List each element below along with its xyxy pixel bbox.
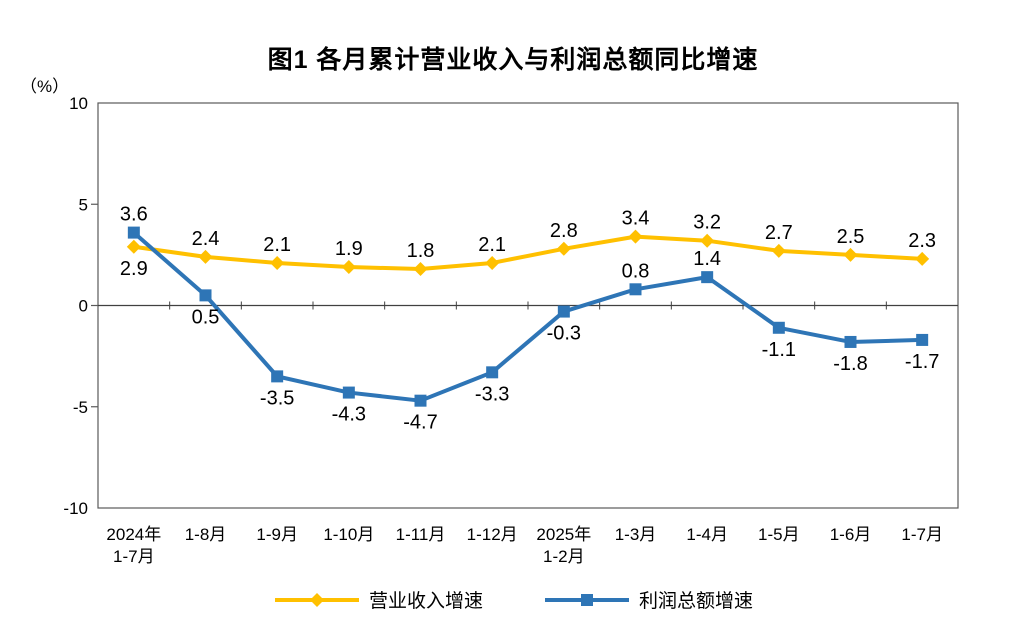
data-label: 1.4 — [693, 248, 721, 270]
chart-legend: 营业收入增速 利润总额增速 — [0, 586, 1026, 613]
profit-growth-series: 3.6 0.5 -3.5 -4.3 -4.7 -3.3 -0.3 0.8 1.4 -1.1 -1.8… — [120, 204, 939, 434]
revenue-growth-marker — [485, 255, 500, 270]
data-label: 2.1 — [263, 234, 291, 256]
revenue-growth-marker — [915, 251, 930, 266]
x-tick-label: 1-7月 — [113, 547, 155, 566]
data-label: 2.4 — [192, 228, 220, 250]
revenue-growth-series: 2.9 2.4 2.1 1.9 1.8 2.1 2.8 3.4 3.2 2.7 2.5 2.3 — [120, 208, 936, 280]
x-tick-label: 1-7月 — [901, 525, 943, 544]
x-tick-label: 1-3月 — [615, 525, 657, 544]
revenue-growth-marker — [556, 241, 571, 256]
data-label: -1.1 — [762, 339, 796, 361]
profit-growth-marker — [199, 289, 212, 302]
data-label: -4.7 — [403, 412, 437, 434]
profit-growth-line-marker-icon — [545, 593, 629, 606]
legend-item-profit-growth: 利润总额增速 — [543, 586, 753, 613]
y-tick-label: 5 — [79, 195, 88, 214]
y-tick-label: -10 — [63, 499, 88, 518]
data-label: 3.6 — [120, 204, 148, 226]
legend-label-revenue-growth: 营业收入增速 — [368, 591, 483, 612]
profit-growth-marker — [127, 226, 140, 239]
x-tick-label: 1-12月 — [467, 525, 518, 544]
profit-growth-legend-marker — [581, 593, 593, 606]
data-label: -3.3 — [475, 383, 509, 405]
revenue-growth-marker — [126, 239, 141, 254]
profit-growth-marker — [701, 271, 714, 284]
revenue-growth-marker — [413, 262, 428, 277]
x-tick-label: 1-6月 — [830, 525, 872, 544]
y-tick-label: -5 — [73, 398, 88, 417]
data-label: -1.8 — [833, 353, 867, 375]
chart-title: 图1 各月累计营业收入与利润总额同比增速 — [267, 46, 759, 74]
revenue-growth-line — [133, 234, 923, 272]
profit-growth-line — [132, 231, 923, 403]
revenue-growth-marker — [771, 243, 786, 258]
x-tick-label: 1-11月 — [396, 525, 446, 544]
x-tick-label: 1-8月 — [185, 525, 227, 544]
revenue-growth-data-labels: 2.9 2.4 2.1 1.9 1.8 2.1 2.8 3.4 3.2 2.7 2.5 2.3 — [120, 208, 936, 280]
data-label: 1.8 — [407, 240, 435, 262]
revenue-growth-line-marker-icon — [274, 592, 359, 607]
data-label: 2.9 — [120, 258, 148, 280]
profit-growth-marker — [557, 305, 570, 318]
x-axis-ticks — [169, 301, 887, 310]
profit-growth-marker — [486, 366, 499, 379]
x-tick-label: 1-10月 — [323, 525, 374, 544]
data-label: 2.8 — [550, 220, 578, 242]
y-axis-unit-label: （%） — [20, 77, 70, 96]
revenue-growth-marker — [341, 260, 356, 275]
data-label: 1.9 — [335, 238, 363, 260]
data-label: 3.4 — [622, 208, 650, 230]
legend-label-profit-growth: 利润总额增速 — [639, 591, 754, 612]
profit-growth-marker — [414, 394, 427, 407]
profit-growth-marker — [844, 335, 857, 348]
x-tick-label: 2025年 — [536, 525, 591, 544]
y-tick-label: 10 — [69, 94, 88, 113]
y-axis-ticks — [91, 203, 98, 408]
data-label: -0.3 — [547, 323, 581, 345]
profit-growth-marker — [342, 386, 355, 399]
data-label: 2.1 — [478, 234, 506, 256]
data-label: -3.5 — [260, 387, 294, 409]
legend-item-revenue-growth: 营业收入增速 — [273, 586, 483, 613]
profit-growth-marker — [271, 370, 284, 383]
x-tick-label: 1-4月 — [686, 525, 728, 544]
revenue-growth-marker — [198, 249, 213, 264]
revenue-growth-legend-marker — [309, 592, 324, 607]
profit-growth-marker — [629, 283, 642, 296]
data-label: 2.5 — [837, 226, 865, 248]
data-label: 0.5 — [192, 306, 220, 328]
x-tick-label: 1-9月 — [256, 525, 298, 544]
x-axis-labels: 2024年 1-7月 1-8月 1-9月 1-10月 1-11月 1-12月 2025年 1-2… — [106, 525, 943, 566]
data-label: -4.3 — [332, 404, 366, 426]
revenue-growth-marker — [843, 247, 858, 262]
data-label: -1.7 — [905, 351, 939, 373]
revenue-growth-marker — [700, 233, 715, 248]
profit-growth-marker — [916, 333, 929, 346]
y-axis-labels: 10 5 0 -5 -10 — [63, 94, 88, 518]
x-tick-label: 1-5月 — [758, 525, 800, 544]
data-label: 2.7 — [765, 222, 793, 244]
data-label: 0.8 — [622, 260, 650, 282]
x-tick-label: 1-2月 — [543, 547, 585, 566]
data-label: 2.3 — [908, 230, 936, 252]
revenue-growth-marker — [628, 229, 643, 244]
revenue-growth-marker — [270, 255, 285, 270]
y-tick-label: 0 — [79, 297, 88, 316]
profit-growth-data-labels: 3.6 0.5 -3.5 -4.3 -4.7 -3.3 -0.3 0.8 1.4 -1.1 -1.8… — [120, 204, 939, 434]
data-label: 3.2 — [693, 212, 721, 234]
profit-growth-marker — [772, 321, 785, 334]
x-tick-label: 2024年 — [106, 525, 161, 544]
